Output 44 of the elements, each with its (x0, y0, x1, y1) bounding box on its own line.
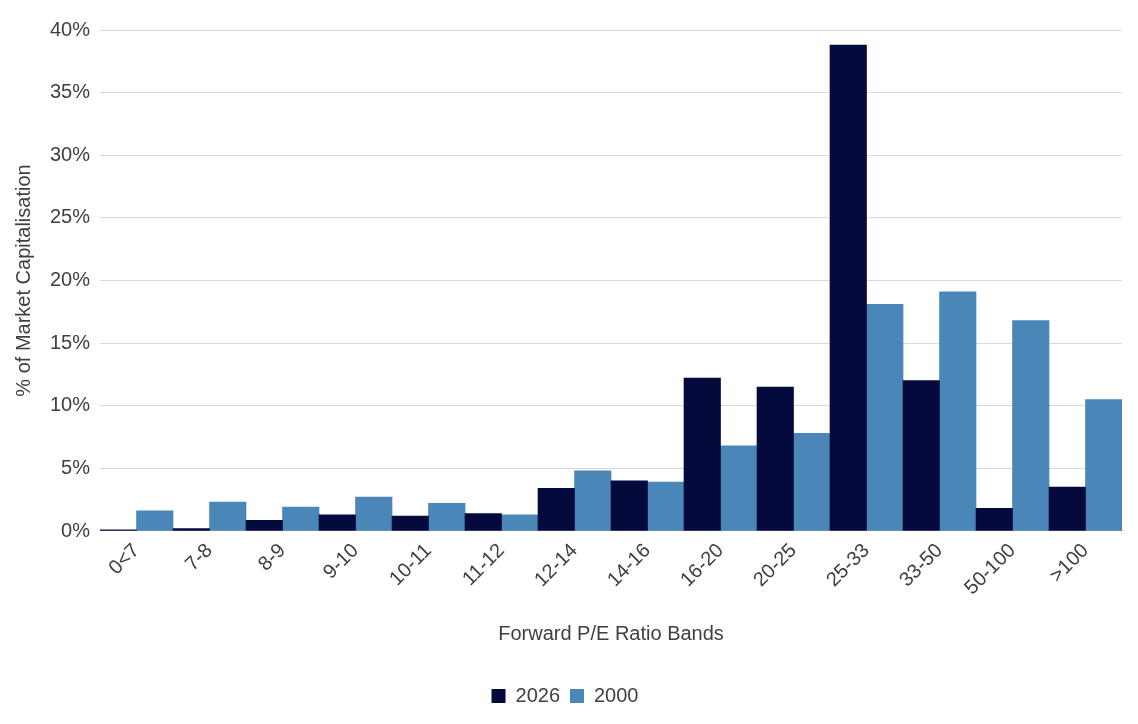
y-tick-label: 40% (50, 17, 91, 40)
legend-label: 2026 (515, 683, 561, 706)
bar (1085, 399, 1122, 531)
bar (391, 515, 429, 531)
y-tick-label: 35% (50, 80, 91, 103)
x-tick-label: 9-10 (318, 538, 363, 583)
legend-label: 2000 (594, 683, 639, 706)
bar (793, 432, 831, 531)
bar (975, 508, 1013, 531)
bar (501, 514, 539, 531)
y-tick-label: 20% (50, 268, 91, 291)
bar (464, 513, 502, 531)
bar (1012, 320, 1050, 531)
bar (574, 470, 612, 531)
bar (1048, 486, 1086, 531)
y-tick-label: 10% (50, 393, 91, 416)
bar (245, 520, 283, 531)
bar (172, 528, 210, 531)
bar (866, 303, 904, 531)
bar (720, 445, 758, 531)
bar (428, 503, 466, 531)
bar (756, 386, 794, 531)
bar (829, 44, 867, 531)
x-axis-title: Forward P/E Ratio Bands (498, 621, 724, 644)
bar (318, 514, 356, 531)
bar (647, 481, 685, 531)
bar (282, 506, 320, 531)
x-tick-label: 0<7 (103, 538, 144, 579)
x-tick-label: 7-8 (180, 538, 217, 575)
y-tick-label: 30% (50, 142, 91, 165)
bar (537, 488, 575, 531)
y-axis-title: % of Market Capitalisation (11, 164, 34, 397)
y-tick-label: 25% (50, 205, 91, 228)
bar (610, 480, 648, 531)
y-tick-label: 15% (50, 330, 91, 353)
y-tick-label: 5% (61, 455, 91, 478)
bar (939, 291, 977, 531)
bar (136, 510, 174, 531)
x-tick-label: 8-9 (253, 538, 290, 575)
y-tick-label: 0% (61, 518, 91, 541)
bar (355, 496, 393, 531)
bar (209, 501, 247, 531)
bar (902, 380, 940, 531)
bar (683, 377, 721, 531)
